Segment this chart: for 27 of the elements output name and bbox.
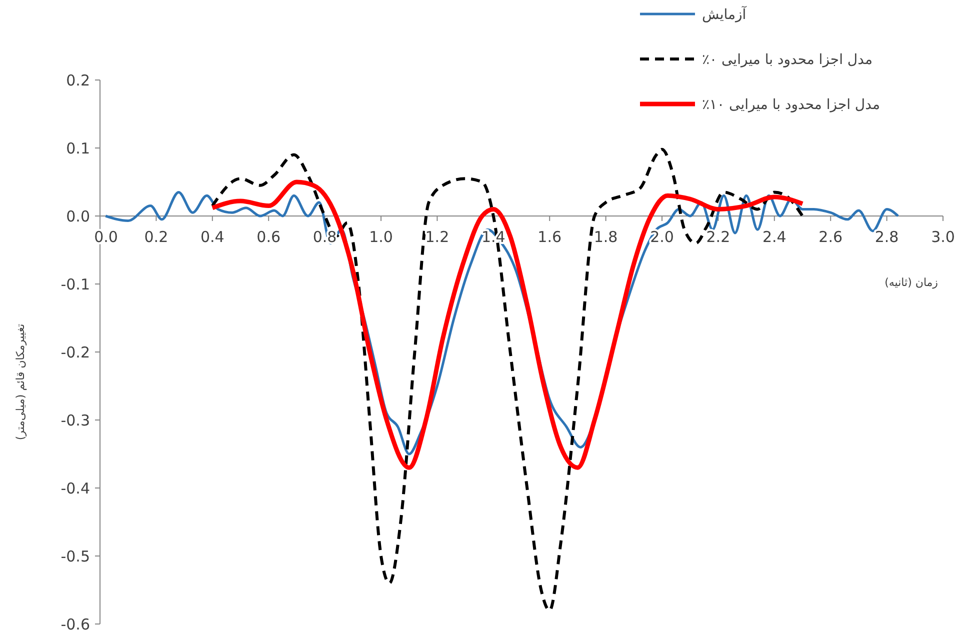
x-tick-label: 2.6 <box>818 228 843 246</box>
y-axis-title: تغییرمکان قائم (میلی‌متر) <box>14 324 27 440</box>
y-tick-label: -0.5 <box>60 547 90 566</box>
x-tick-label: 0.4 <box>200 228 224 246</box>
y-tick-label: 0.2 <box>66 71 90 90</box>
x-tick-label: 1.8 <box>594 228 618 246</box>
y-tick-label: -0.1 <box>60 275 90 294</box>
x-axis-title: زمان (ثانیه) <box>884 276 938 289</box>
x-tick-label: 0.2 <box>144 228 168 246</box>
y-tick-label: -0.4 <box>60 479 90 498</box>
x-tick-label: 1.2 <box>425 228 450 246</box>
x-tick-label: 2.4 <box>762 228 786 246</box>
x-tick-label: 2.8 <box>874 228 899 246</box>
x-tick-label: 1.6 <box>538 228 562 246</box>
legend-label: مدل اجزا محدود با میرایی ۱۰٪ <box>702 96 880 113</box>
x-tick-label: 2.0 <box>650 228 674 246</box>
x-tick-label: 1.0 <box>369 228 393 246</box>
y-tick-label: -0.6 <box>60 615 90 634</box>
x-tick-label: 3.0 <box>931 228 955 246</box>
legend-label: آزمایش <box>702 4 748 23</box>
x-tick-label: 0.6 <box>256 228 281 246</box>
y-tick-label: -0.3 <box>60 411 90 430</box>
y-tick-label: 0.0 <box>66 207 90 226</box>
y-tick-label: 0.1 <box>66 139 90 158</box>
y-tick-label: -0.2 <box>60 343 90 362</box>
legend-label: مدل اجزا محدود با میرایی ۰٪ <box>702 52 872 68</box>
x-tick-label: 2.2 <box>706 228 730 246</box>
